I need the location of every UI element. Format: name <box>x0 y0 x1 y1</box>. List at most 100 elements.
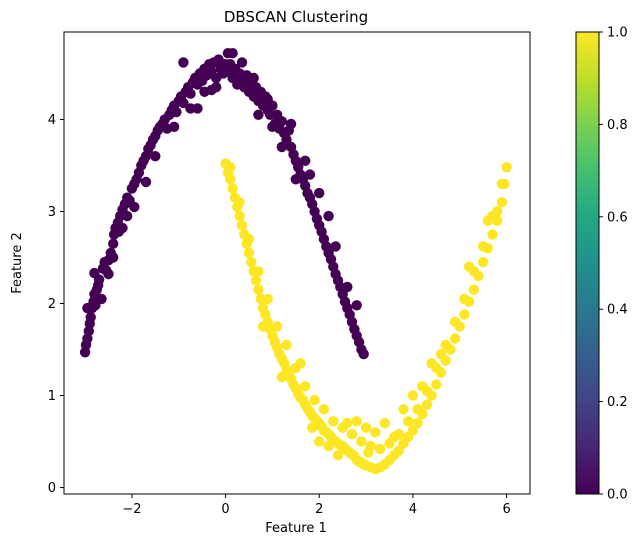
data-point-cluster-1 <box>281 339 292 351</box>
data-point-cluster-1 <box>246 256 257 268</box>
data-point-cluster-1 <box>323 440 334 452</box>
data-point-cluster-1 <box>492 206 503 217</box>
data-point-cluster-0 <box>103 268 114 280</box>
data-point-cluster-0 <box>276 141 287 153</box>
data-point-cluster-1 <box>225 174 236 185</box>
plot-frame <box>63 31 531 495</box>
data-point-cluster-1 <box>468 284 479 295</box>
data-point-cluster-1 <box>307 422 318 433</box>
data-point-cluster-0 <box>108 252 119 263</box>
x-axis-label: Feature 1 <box>265 521 327 536</box>
data-point-cluster-1 <box>421 399 433 410</box>
data-point-cluster-0 <box>199 86 210 98</box>
data-point-cluster-1 <box>300 381 311 392</box>
data-point-cluster-1 <box>379 417 390 429</box>
data-point-cluster-1 <box>398 404 409 415</box>
x-tick-label: 0 <box>221 502 229 517</box>
data-point-cluster-1 <box>487 229 498 240</box>
data-point-cluster-0 <box>168 121 180 132</box>
data-point-cluster-0 <box>358 348 369 360</box>
data-point-cluster-1 <box>351 416 362 427</box>
data-point-cluster-0 <box>304 169 316 180</box>
data-point-cluster-1 <box>342 417 353 429</box>
data-point-cluster-0 <box>290 174 301 185</box>
y-tick-label: 3 <box>48 205 56 220</box>
data-point-cluster-1 <box>360 422 372 433</box>
data-point-cluster-0 <box>236 57 248 68</box>
data-point-cluster-0 <box>171 106 182 118</box>
y-tick-label: 4 <box>48 113 56 128</box>
data-point-cluster-1 <box>363 447 374 458</box>
data-point-cluster-1 <box>449 333 461 344</box>
data-point-cluster-1 <box>431 379 442 390</box>
data-point-cluster-1 <box>262 293 273 305</box>
data-point-cluster-1 <box>328 416 339 427</box>
data-point-cluster-0 <box>267 121 278 132</box>
x-tick-label: 2 <box>315 502 323 517</box>
y-axis-label: Feature 2 <box>10 232 25 294</box>
data-point-cluster-1 <box>407 425 419 436</box>
x-tick-label: −2 <box>122 502 141 517</box>
data-point-cluster-0 <box>185 103 196 114</box>
colorbar-tick-label: 1.0 <box>607 26 628 41</box>
colorbar <box>575 31 600 495</box>
data-point-cluster-0 <box>122 210 133 222</box>
data-point-cluster-1 <box>496 178 508 190</box>
chart-title: DBSCAN Clustering <box>224 8 368 26</box>
colorbar-ticks: 0.0 0.2 0.4 0.6 0.8 1.0 <box>599 26 628 503</box>
data-point-cluster-1 <box>412 404 423 415</box>
data-point-cluster-0 <box>262 94 273 105</box>
data-point-cluster-1 <box>435 348 447 360</box>
data-point-cluster-1 <box>295 358 306 369</box>
colorbar-tick-label: 0.6 <box>607 210 628 225</box>
data-point-cluster-1 <box>449 316 461 328</box>
x-tick-label: 6 <box>502 502 510 517</box>
colorbar-tick-label: 0.4 <box>607 303 628 318</box>
data-point-cluster-0 <box>178 97 189 109</box>
data-point-cluster-0 <box>185 88 196 99</box>
data-point-cluster-1 <box>478 256 489 268</box>
data-point-cluster-1 <box>243 247 255 259</box>
data-point-cluster-0 <box>276 116 287 127</box>
data-point-cluster-0 <box>89 267 100 279</box>
colorbar-tick-label: 0.8 <box>607 118 628 133</box>
y-tick-label: 2 <box>48 297 56 312</box>
data-point-cluster-1 <box>236 220 248 231</box>
data-point-cluster-1 <box>271 321 283 332</box>
data-point-cluster-0 <box>285 118 297 130</box>
data-point-cluster-1 <box>370 427 381 438</box>
data-point-cluster-1 <box>234 197 245 208</box>
data-point-cluster-1 <box>253 284 264 295</box>
data-point-cluster-1 <box>356 436 367 447</box>
colorbar-tick-label: 0.2 <box>607 395 628 410</box>
data-point-cluster-1 <box>407 390 419 401</box>
data-point-cluster-1 <box>412 417 423 429</box>
data-point-cluster-1 <box>346 429 358 440</box>
data-point-cluster-0 <box>140 176 152 188</box>
data-point-cluster-1 <box>332 450 344 461</box>
data-point-cluster-1 <box>389 431 400 443</box>
data-point-cluster-1 <box>463 261 475 272</box>
data-point-cluster-0 <box>108 238 119 249</box>
data-point-cluster-0 <box>85 312 96 323</box>
data-point-cluster-1 <box>227 183 238 194</box>
y-tick-label: 0 <box>48 481 56 496</box>
data-point-cluster-0 <box>351 300 362 311</box>
data-point-cluster-1 <box>243 233 255 245</box>
data-point-cluster-1 <box>403 416 414 427</box>
data-point-cluster-0 <box>150 151 161 162</box>
data-point-cluster-1 <box>501 162 512 173</box>
data-point-cluster-0 <box>342 281 353 293</box>
data-point-cluster-0 <box>323 210 334 222</box>
data-point-cluster-0 <box>248 72 259 84</box>
y-axis-ticks: 0 1 2 3 4 <box>48 113 64 496</box>
data-point-cluster-1 <box>417 381 428 392</box>
data-point-cluster-1 <box>459 293 470 305</box>
data-point-cluster-1 <box>459 309 470 320</box>
data-point-cluster-1 <box>496 197 508 208</box>
data-point-cluster-1 <box>250 275 262 286</box>
data-point-cluster-1 <box>253 266 264 277</box>
data-point-cluster-1 <box>318 404 330 415</box>
data-point-cluster-0 <box>82 302 93 314</box>
